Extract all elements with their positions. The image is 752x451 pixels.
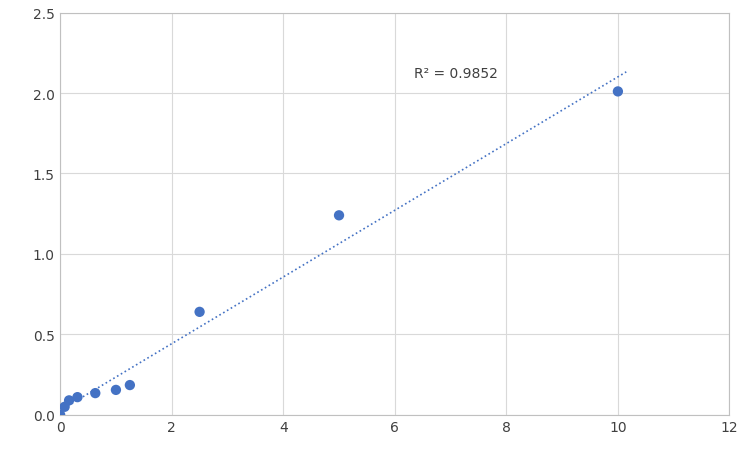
Point xyxy=(89,390,102,397)
Point xyxy=(612,88,624,96)
Point xyxy=(124,382,136,389)
Point xyxy=(333,212,345,220)
Point xyxy=(71,394,83,401)
Point xyxy=(193,308,205,316)
Text: R² = 0.9852: R² = 0.9852 xyxy=(414,67,498,81)
Point xyxy=(110,387,122,394)
Point xyxy=(59,403,71,410)
Point xyxy=(63,397,75,404)
Point xyxy=(54,411,66,419)
